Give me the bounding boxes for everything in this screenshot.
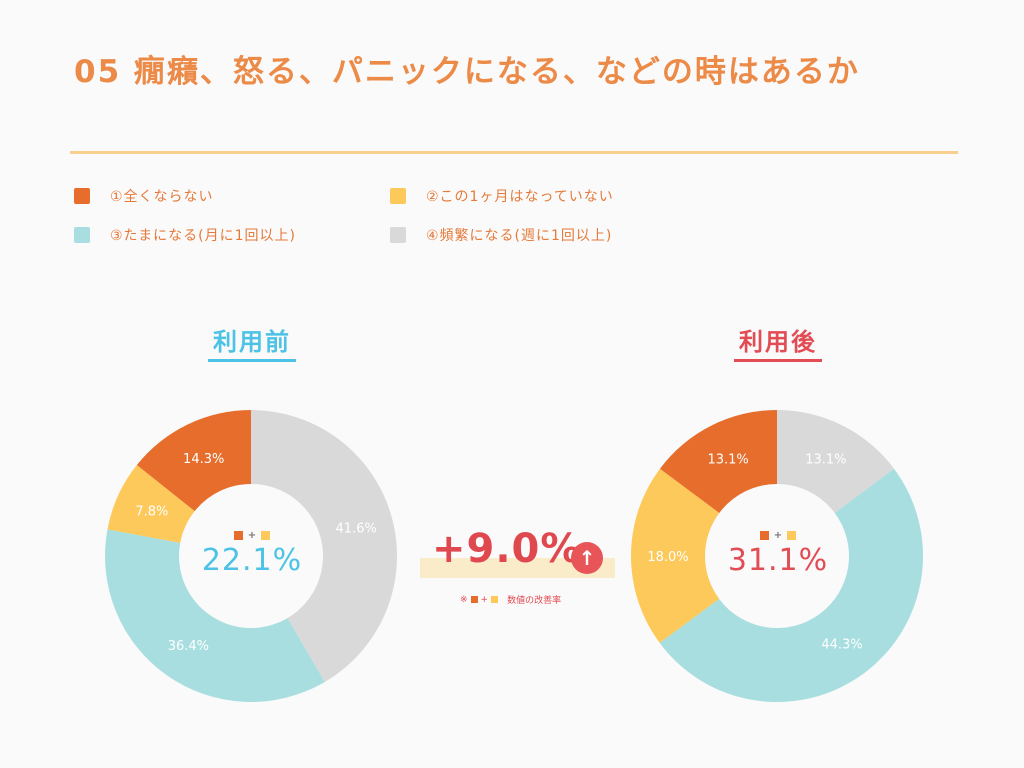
donut-before-slice-1 (136, 410, 251, 512)
legend-swatch-2 (390, 188, 406, 204)
donut-after-label-4: 13.1% (805, 453, 846, 468)
legend-label-3: ③たまになる(月に1回以上) (110, 228, 296, 244)
center-icons-before: + (172, 530, 332, 541)
donut-before-label-1: 14.3% (183, 452, 224, 467)
legend-label-2: ②この1ヶ月はなっていない (426, 189, 614, 205)
yellow-square-icon (261, 531, 271, 540)
legend-label-1: ①全くならない (110, 189, 214, 205)
donut-after-slice-3 (659, 468, 924, 703)
donut-after-label-2: 18.0% (647, 550, 688, 565)
page-title: 05 癇癪、怒る、パニックになる、などの時はあるか (74, 54, 860, 90)
legend-swatch-4 (390, 227, 406, 243)
donut-after-slice-4 (777, 410, 895, 513)
center-label-before: + 22.1% (172, 530, 332, 578)
note-text: 数値の改善率 (507, 596, 562, 606)
title-divider (70, 151, 958, 154)
arrow-up-icon: ↑ (571, 542, 603, 574)
center-icons-after: + (698, 530, 858, 541)
improvement-note: ※ + 数値の改善率 (460, 593, 562, 607)
donut-before-slice-4 (251, 410, 398, 682)
legend-item-1: ①全くならない (74, 186, 214, 206)
orange-square-icon (233, 531, 243, 540)
donut-after-slice-2 (631, 468, 720, 643)
orange-square-icon (470, 596, 478, 603)
donut-after-label-1: 13.1% (707, 453, 748, 468)
donut-chart-after: 13.1% 44.3% 18.0% 13.1% (631, 410, 924, 703)
legend-label-4: ④頻繁になる(週に1回以上) (426, 228, 613, 244)
note-plus: + (480, 594, 489, 605)
legend-item-4: ④頻繁になる(週に1回以上) (390, 225, 612, 245)
center-value-after: 31.1% (727, 543, 829, 578)
donut-after-label-3: 44.3% (821, 637, 862, 652)
donut-before-slice-3 (104, 529, 325, 702)
donut-before-label-4: 41.6% (336, 521, 377, 536)
chart-title-after-underline (734, 359, 822, 362)
donut-before-label-2: 7.8% (135, 505, 168, 520)
improvement-value: +9.0% (432, 526, 582, 572)
donut-chart-before: 41.6% 36.4% 7.8% 14.3% (104, 410, 398, 702)
donut-after-slice-1 (659, 410, 777, 513)
legend-item-2: ②この1ヶ月はなっていない (390, 186, 614, 206)
plus-sign: + (773, 530, 783, 541)
donut-before-label-3: 36.4% (168, 639, 209, 654)
chart-title-before: 利用前 (213, 328, 291, 356)
legend-swatch-3 (74, 227, 90, 243)
orange-square-icon (759, 531, 769, 540)
yellow-square-icon (787, 531, 797, 540)
plus-sign: + (247, 530, 257, 541)
chart-title-after: 利用後 (739, 328, 817, 356)
improvement-highlight (420, 558, 615, 578)
legend-item-3: ③たまになる(月に1回以上) (74, 225, 296, 245)
yellow-square-icon (491, 596, 499, 603)
center-label-after: + 31.1% (698, 530, 858, 578)
legend-swatch-1 (74, 188, 90, 204)
donut-before-slice-2 (107, 464, 195, 543)
note-mark: ※ (460, 594, 468, 605)
chart-title-before-underline (208, 359, 296, 362)
center-value-before: 22.1% (201, 543, 303, 578)
